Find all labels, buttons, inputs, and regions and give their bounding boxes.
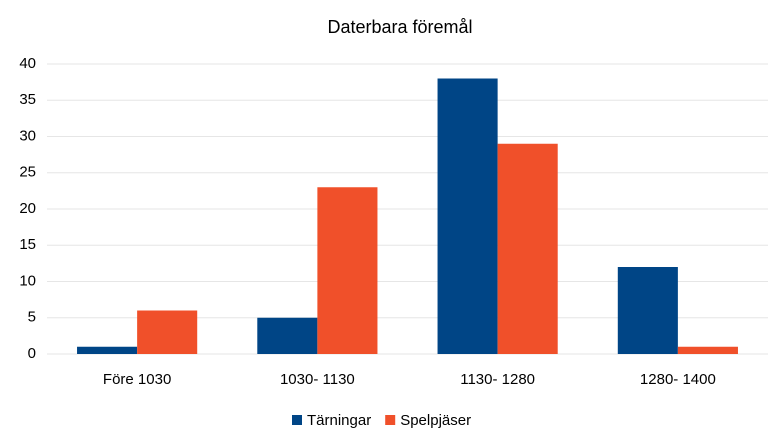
- bar: [677, 346, 738, 354]
- bar: [317, 187, 378, 354]
- chart-title: Daterbara föremål: [327, 17, 472, 37]
- y-tick-label: 10: [19, 272, 36, 289]
- y-tick-label: 30: [19, 127, 36, 144]
- y-tick-label: 20: [19, 200, 36, 217]
- x-tick-label: 1130- 1280: [460, 371, 535, 388]
- y-tick-label: 25: [19, 164, 36, 181]
- legend-swatch: [292, 415, 302, 425]
- bar: [77, 346, 138, 354]
- x-tick-label: 1280- 1400: [640, 371, 716, 388]
- bar: [497, 143, 558, 354]
- y-tick-label: 0: [28, 345, 36, 362]
- y-tick-label: 5: [28, 309, 36, 326]
- legend-label: Tärningar: [307, 412, 371, 429]
- bar: [137, 310, 198, 354]
- x-tick-label: Före 1030: [103, 371, 171, 388]
- legend-label: Spelpjäser: [400, 412, 471, 429]
- bar: [617, 267, 678, 354]
- x-tick-label: 1030- 1130: [280, 371, 355, 388]
- legend-swatch: [385, 415, 396, 425]
- y-tick-label: 40: [19, 55, 36, 72]
- y-tick-label: 35: [19, 91, 36, 108]
- y-tick-label: 15: [19, 236, 36, 253]
- bar: [437, 78, 498, 354]
- bar: [257, 317, 318, 354]
